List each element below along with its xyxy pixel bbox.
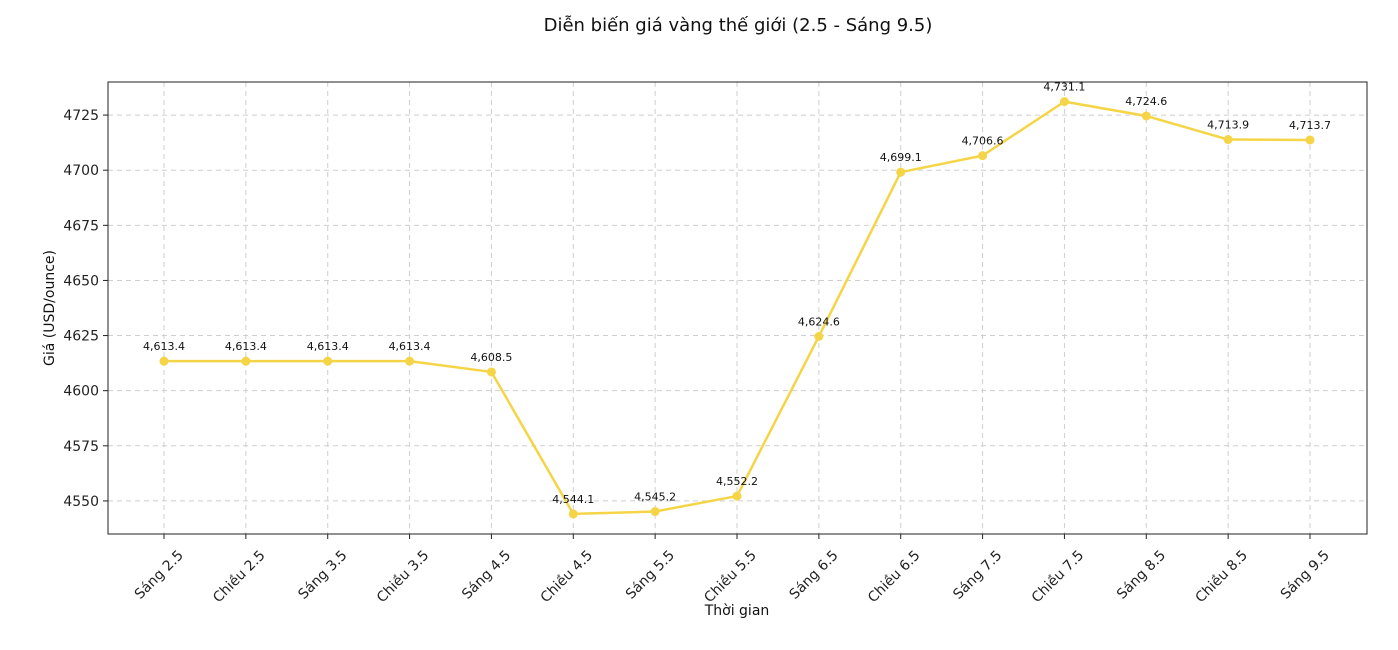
x-tick-label: Chiều 7.5: [1028, 547, 1087, 606]
series-line-group: [159, 97, 1315, 519]
grid-lines: [108, 82, 1367, 534]
y-tick-label: 4575: [63, 439, 99, 455]
x-tick-label: Chiều 6.5: [864, 547, 923, 606]
data-point: [732, 491, 742, 501]
data-label: 4,613.4: [307, 340, 349, 353]
y-tick-label: 4600: [63, 384, 99, 400]
data-label: 4,731.1: [1043, 81, 1085, 94]
data-label: 4,724.6: [1125, 95, 1167, 108]
x-tick-label: Sáng 5.5: [623, 548, 678, 603]
data-label: 4,706.6: [962, 135, 1004, 148]
x-tick-label: Sáng 6.5: [787, 548, 842, 603]
y-tick-label: 4700: [63, 163, 99, 179]
x-tick-label: Chiều 5.5: [701, 547, 760, 606]
data-point: [1059, 97, 1069, 107]
x-tick-label: Sáng 7.5: [950, 548, 1005, 603]
data-label: 4,624.6: [798, 315, 840, 328]
data-point: [241, 356, 251, 366]
data-point: [1141, 111, 1151, 121]
data-point: [323, 356, 333, 366]
chart-title: Diễn biến giá vàng thế giới (2.5 - Sáng …: [544, 15, 933, 36]
x-tick-label: Chiều 3.5: [373, 547, 432, 606]
data-label: 4,713.7: [1289, 119, 1331, 132]
x-tick-label: Sáng 2.5: [132, 548, 187, 603]
data-labels-group: 4,613.4 4,613.4 4,613.4 4,613.4 4,608.5 4,544…: [143, 81, 1331, 506]
data-label: 4,713.9: [1207, 119, 1249, 132]
x-tick-label: Sáng 9.5: [1278, 548, 1333, 603]
data-label: 4,613.4: [143, 340, 185, 353]
data-point: [650, 507, 660, 517]
y-axis-ticks: 4550 4575 4600 4625 4650 4675 4700 4725: [63, 108, 108, 510]
data-label: 4,544.1: [552, 493, 594, 506]
data-point: [1305, 135, 1315, 145]
data-point: [159, 356, 169, 366]
data-point: [814, 331, 824, 341]
data-point: [1223, 135, 1233, 145]
x-axis-label: Thời gian: [704, 603, 770, 619]
x-tick-label: Chiều 2.5: [209, 547, 268, 606]
y-tick-label: 4650: [63, 273, 99, 289]
y-axis-label: Giá (USD/ounce): [42, 250, 58, 366]
data-point: [896, 167, 906, 177]
data-point: [486, 367, 496, 377]
y-tick-label: 4675: [63, 218, 99, 234]
data-label: 4,613.4: [225, 340, 267, 353]
data-point: [978, 151, 988, 161]
data-label: 4,613.4: [389, 340, 431, 353]
data-label: 4,545.2: [634, 491, 676, 504]
x-tick-label: Chiều 4.5: [537, 547, 596, 606]
y-tick-label: 4625: [63, 329, 99, 345]
x-axis-ticks: Sáng 2.5 Chiều 2.5 Sáng 3.5 Chiều 3.5 Sáng 4…: [132, 534, 1333, 606]
x-tick-label: Chiều 8.5: [1192, 547, 1251, 606]
data-label: 4,699.1: [880, 151, 922, 164]
x-tick-label: Sáng 8.5: [1114, 548, 1169, 603]
data-point: [568, 509, 578, 519]
x-tick-label: Sáng 3.5: [295, 548, 350, 603]
y-tick-label: 4550: [63, 494, 99, 510]
data-point: [405, 356, 415, 366]
x-tick-label: Sáng 4.5: [459, 548, 514, 603]
data-label: 4,608.5: [470, 351, 512, 364]
data-label: 4,552.2: [716, 475, 758, 488]
y-tick-label: 4725: [63, 108, 99, 124]
